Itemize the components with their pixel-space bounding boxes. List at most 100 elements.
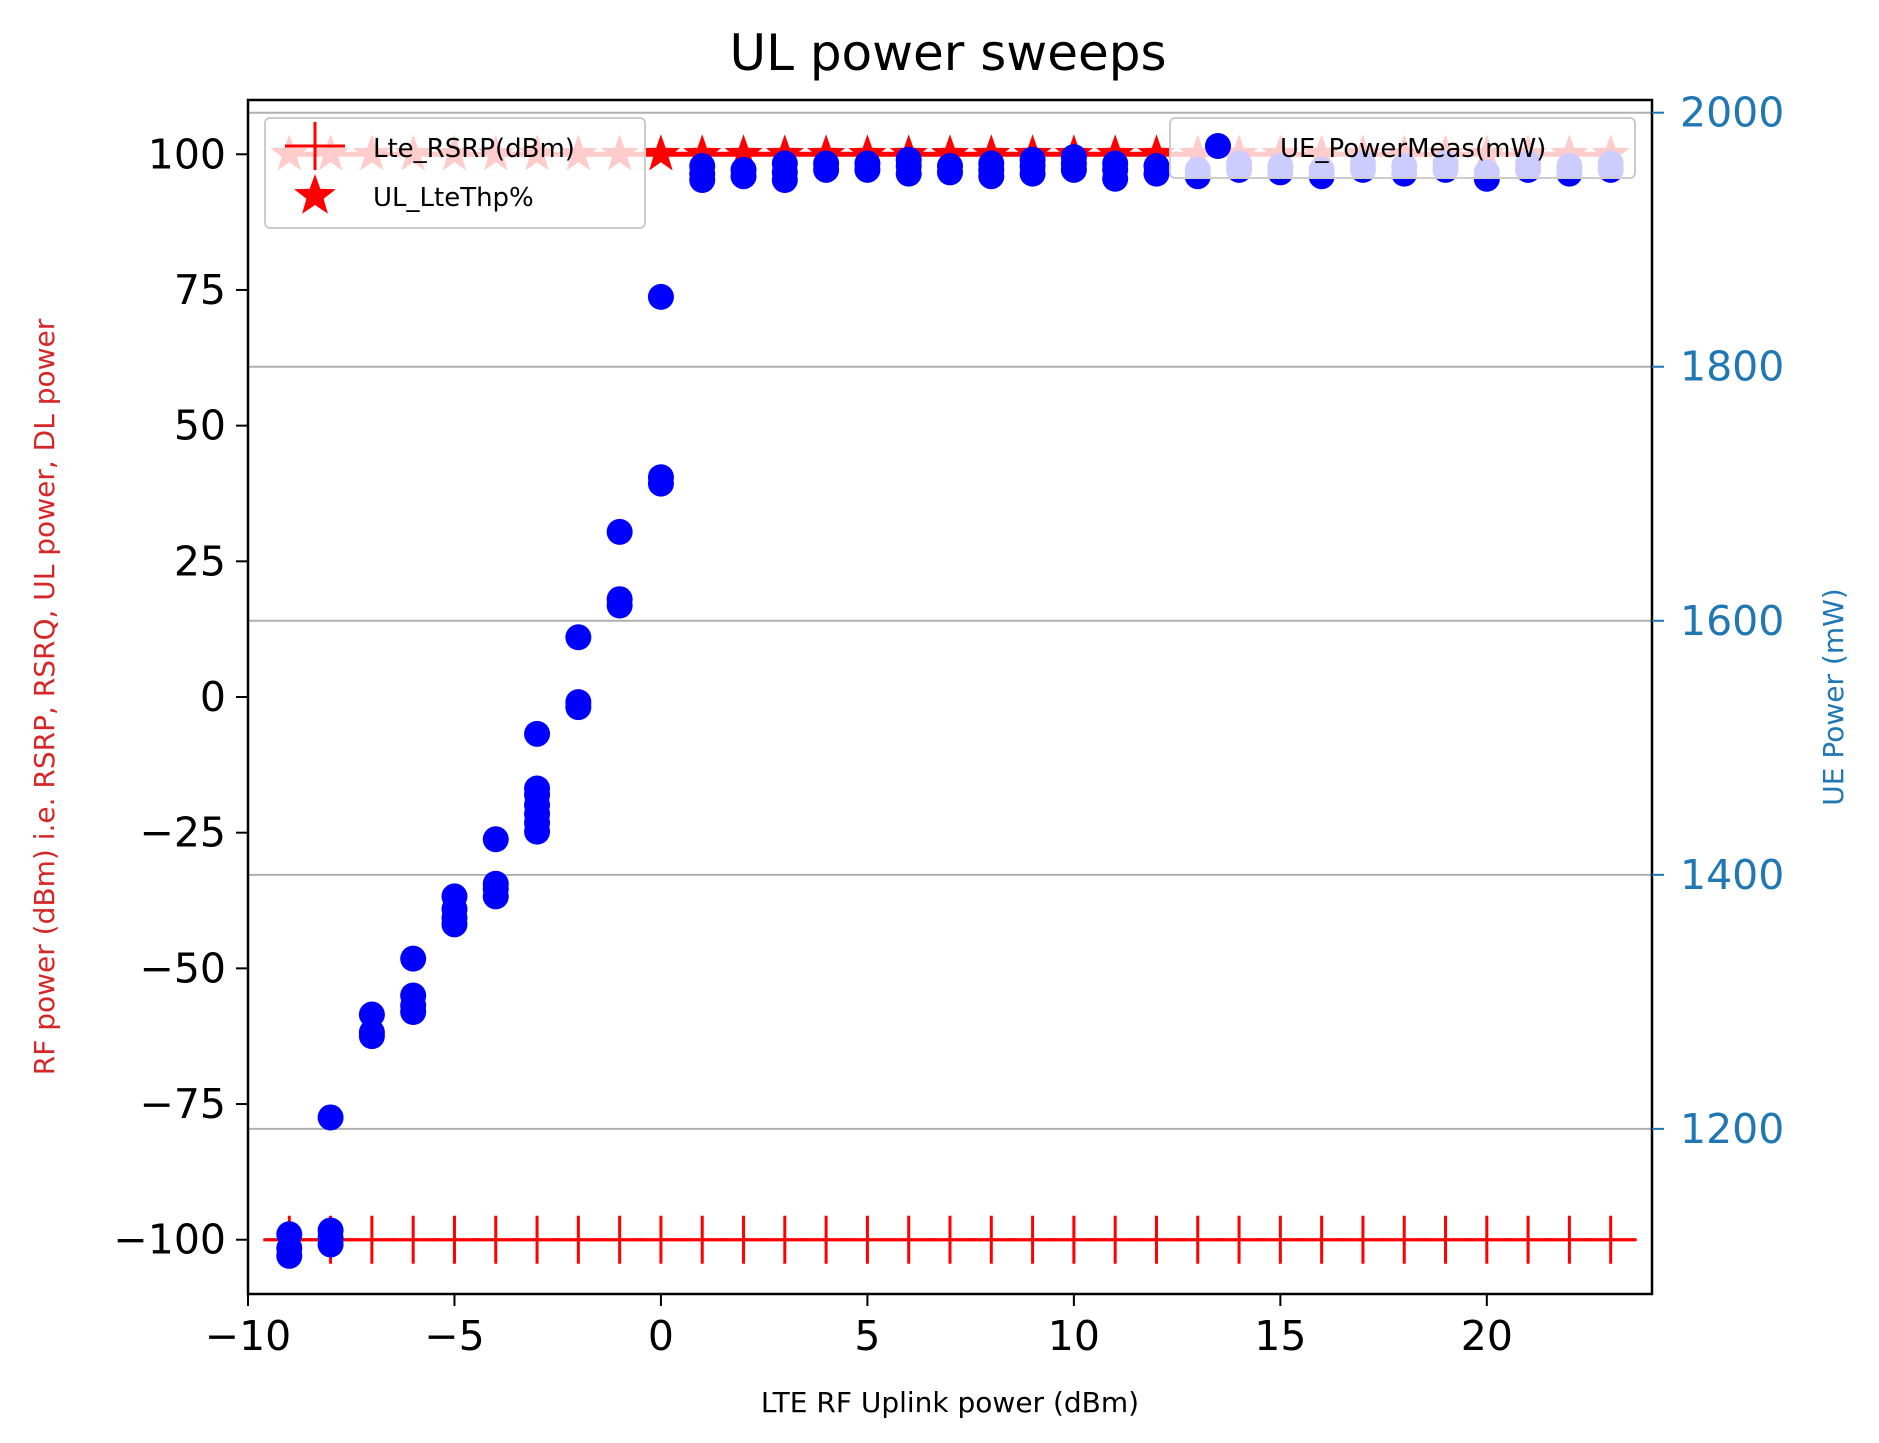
x-tick-label: 0	[648, 1312, 674, 1360]
ue-power-point	[524, 775, 551, 802]
ue-power-point	[647, 464, 674, 491]
ue-power-point	[524, 720, 551, 747]
rsrp-point	[1297, 1215, 1346, 1264]
y-tick-label-left: 0	[200, 673, 226, 721]
ue-power-point	[647, 283, 674, 310]
y-tick-label-right: 1600	[1680, 597, 1784, 645]
rsrp-point	[1504, 1215, 1553, 1264]
x-tick-label: 20	[1461, 1312, 1513, 1360]
rsrp-point	[1215, 1215, 1264, 1264]
ue-power-point	[276, 1221, 303, 1248]
y-tick-label-right: 1800	[1680, 343, 1784, 391]
legend-left: Lte_RSRP(dBm) UL_LteThp%	[264, 117, 646, 229]
y-tick-label-right: 2000	[1680, 89, 1784, 137]
rsrp-point	[1091, 1215, 1140, 1264]
chart-title: UL power sweeps	[729, 24, 1166, 82]
thp-point	[724, 134, 763, 171]
rsrp-point	[347, 1215, 396, 1264]
rsrp-point	[1256, 1215, 1305, 1264]
rsrp-point	[967, 1215, 1016, 1264]
rsrp-point	[1421, 1215, 1470, 1264]
rsrp-point	[1380, 1215, 1429, 1264]
rsrp-point	[430, 1215, 479, 1264]
rsrp-point	[1338, 1215, 1387, 1264]
ue-power-point	[606, 586, 633, 613]
rsrp-point	[1462, 1215, 1511, 1264]
ue-power-point	[606, 518, 633, 545]
legend-thp-marker	[294, 174, 336, 214]
rsrp-point	[1545, 1215, 1594, 1264]
thp-point	[641, 134, 680, 171]
rsrp-point	[636, 1215, 685, 1264]
rsrp-point	[926, 1215, 974, 1264]
ue-power-point	[771, 150, 798, 177]
y-tick-label-right: 1400	[1680, 851, 1784, 899]
legend-ue-power-label: UE_PowerMeas(mW)	[1280, 134, 1546, 164]
y-tick-label-left: 100	[148, 130, 226, 178]
legend-ue-power-marker	[1205, 133, 1231, 159]
rsrp-point	[802, 1215, 851, 1264]
thp-point	[1137, 134, 1176, 171]
x-tick-label: 10	[1048, 1312, 1100, 1360]
rsrp-point	[554, 1215, 603, 1264]
y-axis-left: 100 75 50 25 0 −25 −50 −75 −100	[113, 130, 248, 1264]
ue-power-point	[895, 146, 922, 173]
legend-rsrp-plus	[285, 122, 345, 170]
x-tick-label: −5	[424, 1312, 484, 1360]
ue-power-point	[358, 1001, 385, 1028]
ue-power-point	[317, 1217, 344, 1244]
x-tick-label: 15	[1254, 1312, 1306, 1360]
x-tick-label: 5	[854, 1312, 880, 1360]
x-axis-label: LTE RF Uplink power (dBm)	[761, 1386, 1139, 1419]
rsrp-point	[389, 1215, 438, 1264]
rsrp-point	[843, 1215, 892, 1264]
y-tick-label-left: −75	[139, 1080, 226, 1128]
y-axis-label-left: RF power (dBm) i.e. RSRP, RSRQ, UL power…	[28, 318, 61, 1075]
rsrp-point	[1173, 1215, 1222, 1264]
x-tick-label: −10	[205, 1312, 292, 1360]
rsrp-point	[719, 1215, 768, 1264]
ue-power-point	[937, 153, 963, 180]
rsrp-point	[1049, 1215, 1098, 1264]
y-tick-label-left: −50	[139, 944, 226, 992]
ue-power-point	[400, 982, 427, 1009]
legend-left-box	[264, 117, 646, 229]
ue-power-point	[317, 1104, 344, 1131]
grid-lines	[248, 111, 1652, 1130]
ue-power-point	[854, 150, 881, 177]
ue-power-point	[482, 870, 509, 897]
legend-right-box	[1169, 117, 1636, 179]
ue-power-point	[689, 153, 716, 180]
rsrp-point	[1008, 1215, 1057, 1264]
y-tick-label-left: −25	[139, 809, 226, 857]
rsrp-point	[760, 1215, 809, 1264]
ue-power-point	[565, 624, 592, 651]
ue-power-point	[730, 156, 757, 183]
ue-power-point	[978, 150, 1005, 177]
y-axis-right: 2000 1800 1600 1400 1200	[1652, 89, 1784, 1153]
y-axis-label-right: UE Power (mW)	[1817, 588, 1850, 805]
rsrp-point	[1132, 1215, 1181, 1264]
legend-rsrp-label: Lte_RSRP(dBm)	[373, 134, 575, 164]
rsrp-point	[471, 1215, 520, 1264]
rsrp-point	[884, 1215, 933, 1264]
rsrp-point	[1586, 1215, 1635, 1264]
x-axis: −10 −5 0 5 10 15 20	[205, 1294, 1513, 1360]
ue-power-point	[1060, 144, 1087, 171]
ue-power-point	[813, 150, 840, 177]
legend-right: UE_PowerMeas(mW)	[1169, 117, 1636, 179]
thp-point	[931, 134, 969, 171]
y-tick-label-left: 75	[174, 266, 226, 314]
ue-power-point	[358, 1019, 385, 1046]
ue-power-point	[400, 945, 427, 972]
ue-power-point	[1102, 150, 1129, 177]
ue-power-point	[482, 826, 509, 853]
y-tick-label-left: −100	[113, 1216, 226, 1264]
legend-rsrp-marker	[285, 122, 345, 170]
ue-power-point	[565, 689, 592, 716]
rsrp-point	[678, 1215, 727, 1264]
ue-power-point	[1019, 146, 1046, 173]
y-tick-label-right: 1200	[1680, 1105, 1784, 1153]
